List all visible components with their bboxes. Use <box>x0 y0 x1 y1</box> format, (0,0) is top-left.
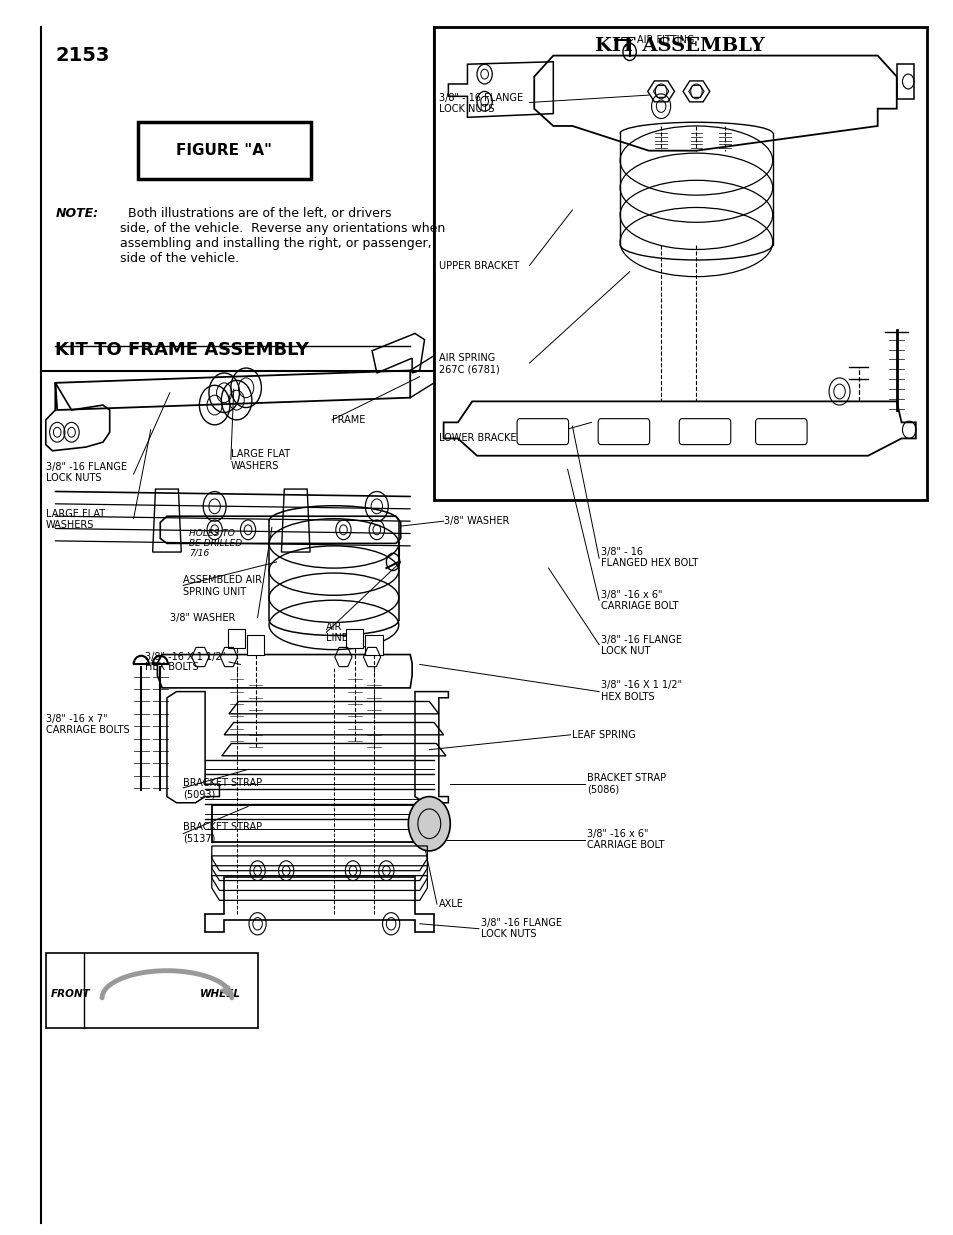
Text: NOTE:: NOTE: <box>55 207 98 221</box>
Text: FLANGED HEX BOLT: FLANGED HEX BOLT <box>600 558 698 568</box>
Text: 267C (6781): 267C (6781) <box>438 364 499 374</box>
Text: WASHERS: WASHERS <box>231 461 279 471</box>
FancyBboxPatch shape <box>517 419 568 445</box>
Text: ASSEMBLED AIR: ASSEMBLED AIR <box>183 576 262 585</box>
Text: 3/8" -16 FLANGE: 3/8" -16 FLANGE <box>46 462 127 472</box>
Text: Both illustrations are of the left, or drivers
side, of the vehicle.  Reverse an: Both illustrations are of the left, or d… <box>120 207 445 266</box>
Text: WHEEL: WHEEL <box>200 989 241 999</box>
Text: FRAME: FRAME <box>332 415 365 425</box>
Text: 3/8" - 16 FLANGE: 3/8" - 16 FLANGE <box>438 93 522 103</box>
Text: 3/8" -16 X 1 1/2": 3/8" -16 X 1 1/2" <box>145 652 226 662</box>
Text: (5137): (5137) <box>183 834 215 844</box>
Text: 3/8" -16 x 6": 3/8" -16 x 6" <box>600 590 661 600</box>
Text: FIGURE "A": FIGURE "A" <box>176 143 272 158</box>
Text: HEX BOLTS: HEX BOLTS <box>600 692 654 701</box>
Text: 3/8" - 16: 3/8" - 16 <box>600 547 642 557</box>
Text: (5093): (5093) <box>183 789 215 799</box>
FancyBboxPatch shape <box>679 419 730 445</box>
Text: 2153: 2153 <box>55 46 110 64</box>
Text: WASHERS: WASHERS <box>46 520 94 530</box>
Text: CARRIAGE BOLT: CARRIAGE BOLT <box>586 840 663 850</box>
Text: BRACKET STRAP: BRACKET STRAP <box>183 823 262 832</box>
Text: HOLES TO: HOLES TO <box>189 529 234 538</box>
Text: HEX BOLTS: HEX BOLTS <box>145 662 198 672</box>
Text: 3/8" WASHER: 3/8" WASHER <box>170 613 235 622</box>
Text: LOWER BRACKET: LOWER BRACKET <box>438 433 521 443</box>
Text: 3/8" WASHER: 3/8" WASHER <box>443 516 509 526</box>
Text: CARRIAGE BOLT: CARRIAGE BOLT <box>600 601 678 611</box>
Text: 3/8" -16 X 1 1/2": 3/8" -16 X 1 1/2" <box>600 680 681 690</box>
Text: FRONT: FRONT <box>51 989 91 999</box>
Text: 3/8" -16 FLANGE: 3/8" -16 FLANGE <box>480 918 561 927</box>
Text: 3/8" -16 x 7": 3/8" -16 x 7" <box>46 714 108 724</box>
Text: LOCK NUT: LOCK NUT <box>600 646 650 656</box>
Text: LOCK NUTS: LOCK NUTS <box>480 929 536 939</box>
Text: UPPER BRACKET: UPPER BRACKET <box>438 261 518 270</box>
Text: BRACKET STRAP: BRACKET STRAP <box>586 773 665 783</box>
Text: LEAF SPRING: LEAF SPRING <box>572 730 636 740</box>
Text: BE DRILLED: BE DRILLED <box>189 538 242 548</box>
Text: AIR: AIR <box>326 622 342 632</box>
Text: AXLE: AXLE <box>438 899 463 909</box>
Text: 3/8" -16 x 6": 3/8" -16 x 6" <box>586 829 647 839</box>
Text: AIR SPRING: AIR SPRING <box>438 353 495 363</box>
Text: KIT TO FRAME ASSEMBLY: KIT TO FRAME ASSEMBLY <box>55 341 309 359</box>
Text: LINE: LINE <box>326 634 348 643</box>
FancyBboxPatch shape <box>755 419 806 445</box>
Text: LARGE FLAT: LARGE FLAT <box>46 509 105 519</box>
FancyBboxPatch shape <box>137 122 311 179</box>
Polygon shape <box>346 629 363 648</box>
Text: 3/8" -16 FLANGE: 3/8" -16 FLANGE <box>600 635 681 645</box>
FancyBboxPatch shape <box>598 419 649 445</box>
Circle shape <box>408 797 450 851</box>
Text: (5086): (5086) <box>586 784 618 794</box>
Polygon shape <box>247 635 264 655</box>
Text: KIT ASSEMBLY: KIT ASSEMBLY <box>595 37 764 56</box>
Text: LARGE FLAT: LARGE FLAT <box>231 450 290 459</box>
Polygon shape <box>228 629 245 648</box>
Text: 7/16: 7/16 <box>189 548 209 558</box>
Text: BRACKET STRAP: BRACKET STRAP <box>183 778 262 788</box>
Text: LOCK NUTS: LOCK NUTS <box>46 473 101 483</box>
Text: CARRIAGE BOLTS: CARRIAGE BOLTS <box>46 725 130 735</box>
Text: AIR FITTING: AIR FITTING <box>637 35 694 44</box>
Text: SPRING UNIT: SPRING UNIT <box>183 587 246 597</box>
Text: LOCK NUTS: LOCK NUTS <box>438 104 494 114</box>
Polygon shape <box>365 635 382 655</box>
